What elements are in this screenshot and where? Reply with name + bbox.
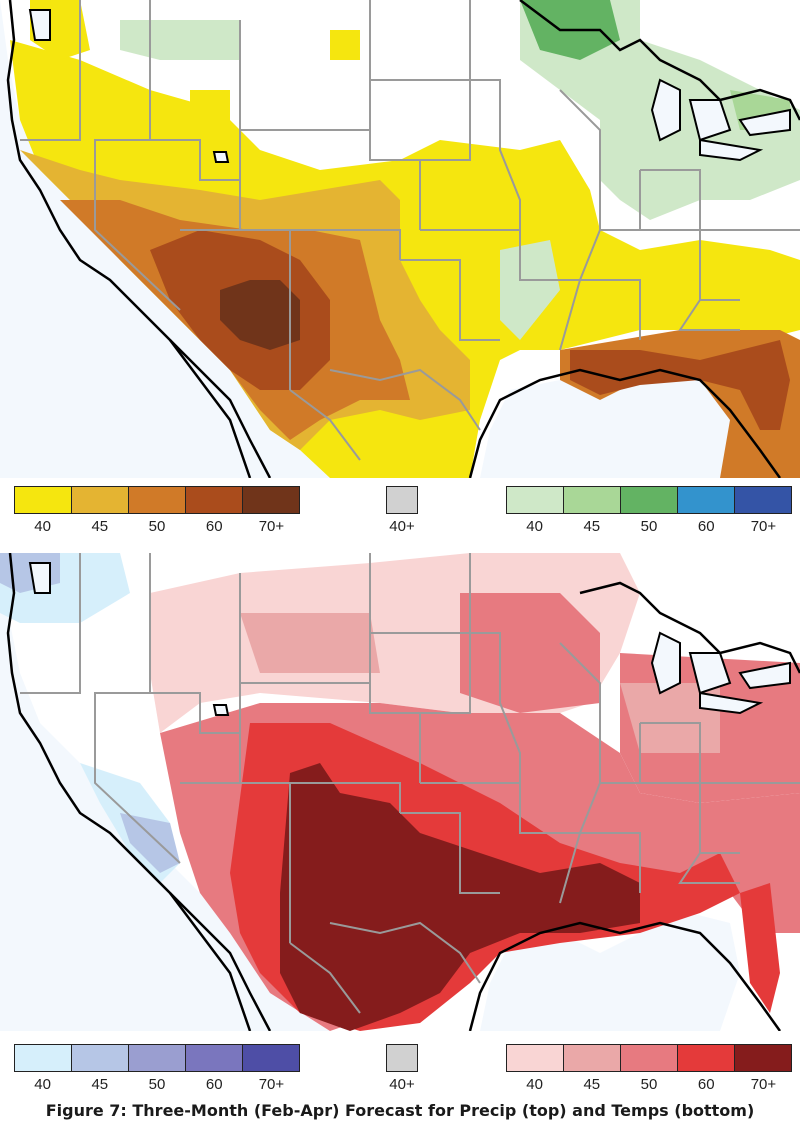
legend-label: 40: [526, 518, 543, 535]
legend-label: 50: [148, 1076, 166, 1093]
legend-swatch: [243, 487, 299, 513]
temperature-map-graphic: [0, 553, 800, 1031]
legend-label: 45: [91, 1076, 109, 1093]
legend-label: 40: [34, 1076, 51, 1093]
precip-legend-above: 40 45 50 60 70+: [506, 486, 792, 536]
legend-label: 45: [91, 518, 109, 535]
precip-legend-normal: 40+: [386, 486, 418, 536]
temperature-legend: 40 45 50 60 70+ 40+ 40 45 50 60 70+: [0, 1044, 800, 1094]
legend-swatch: [186, 1045, 243, 1071]
legend-label: 45: [583, 518, 601, 535]
temp-legend-below: 40 45 50 60 70+: [14, 1044, 300, 1094]
legend-swatch: [678, 487, 735, 513]
legend-swatch: [507, 1045, 564, 1071]
temp-above-70-region: [280, 763, 640, 1031]
precip-map-graphic: [0, 0, 800, 478]
legend-swatch: [621, 487, 678, 513]
legend-label: 40: [526, 1076, 543, 1093]
legend-label: 40+: [389, 518, 415, 535]
precip-legend-below: 40 45 50 60 70+: [14, 486, 300, 536]
legend-swatch: [186, 487, 243, 513]
legend-label: 40: [34, 518, 51, 535]
legend-swatch: [735, 1045, 791, 1071]
great-lakes: [28, 9, 791, 163]
legend-swatch: [15, 487, 72, 513]
temp-legend-above: 40 45 50 60 70+: [506, 1044, 792, 1094]
coastline: [6, 0, 800, 478]
legend-swatch: [129, 487, 186, 513]
figure-caption: Figure 7: Three-Month (Feb-Apr) Forecast…: [45, 1101, 755, 1120]
legend-label: 70+: [750, 1076, 777, 1093]
temp-below-45-region: [120, 813, 180, 873]
legend-label: 60: [205, 518, 223, 535]
legend-label: 60: [697, 1076, 715, 1093]
legend-swatch: [72, 1045, 129, 1071]
temperature-forecast-map: [0, 553, 800, 1031]
great-lakes: [28, 562, 791, 716]
legend-swatch: [621, 1045, 678, 1071]
legend-swatch: [387, 1045, 417, 1071]
legend-swatch: [387, 487, 417, 513]
legend-swatch: [72, 487, 129, 513]
legend-swatch: [15, 1045, 72, 1071]
legend-swatch: [129, 1045, 186, 1071]
legend-swatch: [243, 1045, 299, 1071]
precip-forecast-map: [0, 0, 800, 478]
legend-swatch: [564, 487, 621, 513]
legend-label: 70+: [258, 1076, 285, 1093]
legend-label: 60: [205, 1076, 223, 1093]
legend-swatch: [735, 487, 791, 513]
legend-label: 45: [583, 1076, 601, 1093]
legend-label: 70+: [750, 518, 777, 535]
legend-label: 70+: [258, 518, 285, 535]
legend-swatch: [507, 487, 564, 513]
legend-label: 50: [640, 1076, 658, 1093]
temp-legend-normal: 40+: [386, 1044, 418, 1094]
legend-label: 60: [697, 518, 715, 535]
legend-label: 50: [640, 518, 658, 535]
legend-label: 40+: [389, 1076, 415, 1093]
precip-legend: 40 45 50 60 70+ 40+ 40 45 50 60 70+: [0, 486, 800, 536]
legend-swatch: [564, 1045, 621, 1071]
coastline: [6, 553, 800, 1031]
temp-above-50-region: [460, 593, 600, 713]
legend-label: 50: [148, 518, 166, 535]
state-borders: [20, 553, 800, 1014]
precip-below-70-region: [220, 280, 300, 350]
state-borders: [20, 0, 800, 461]
temp-above-45-region: [240, 613, 380, 673]
legend-swatch: [678, 1045, 735, 1071]
